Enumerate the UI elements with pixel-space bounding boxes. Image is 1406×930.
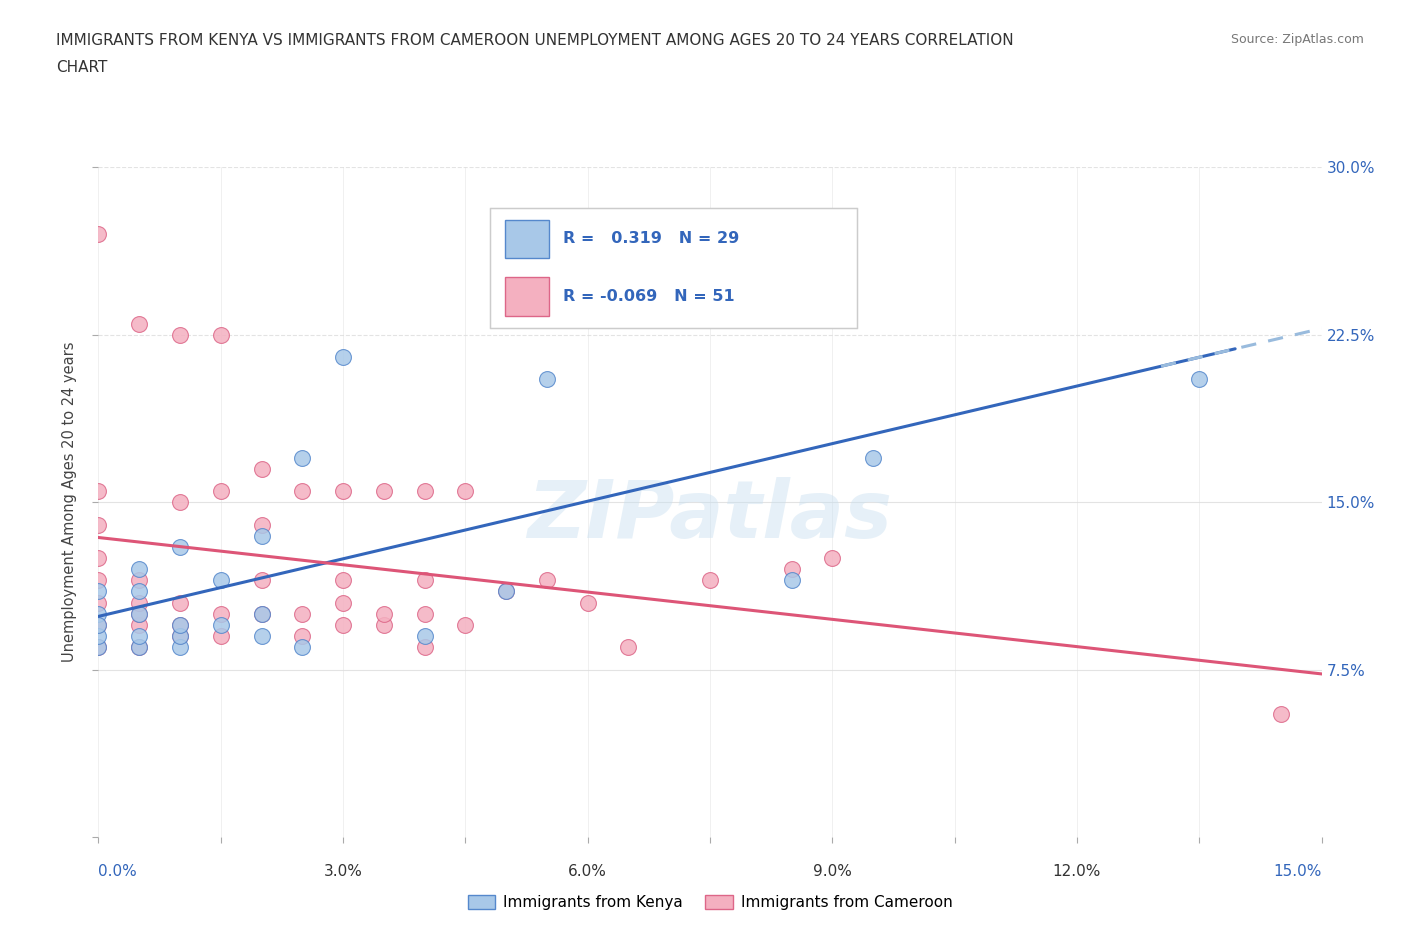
Point: [413, 629, 436, 644]
Point: [87, 484, 110, 498]
Point: [291, 640, 314, 655]
Text: 9.0%: 9.0%: [813, 864, 852, 879]
Point: [332, 595, 354, 610]
Point: [821, 551, 844, 565]
Point: [250, 606, 273, 621]
Point: [332, 618, 354, 632]
Point: [128, 595, 150, 610]
Point: [536, 372, 558, 387]
Point: [332, 484, 354, 498]
Point: [169, 539, 191, 554]
Point: [617, 305, 640, 320]
Point: [250, 461, 273, 476]
Point: [373, 618, 395, 632]
Point: [536, 573, 558, 588]
Point: [209, 327, 232, 342]
Point: [862, 450, 884, 465]
Point: [209, 629, 232, 644]
Point: [250, 528, 273, 543]
Point: [291, 606, 314, 621]
Point: [128, 562, 150, 577]
Point: [454, 618, 477, 632]
Point: [373, 606, 395, 621]
Point: [373, 484, 395, 498]
Point: [1270, 707, 1292, 722]
Point: [291, 450, 314, 465]
Point: [209, 606, 232, 621]
Point: [87, 227, 110, 242]
Point: [87, 584, 110, 599]
Text: 6.0%: 6.0%: [568, 864, 607, 879]
Point: [87, 640, 110, 655]
Point: [617, 640, 640, 655]
Text: ZIPatlas: ZIPatlas: [527, 476, 893, 554]
Point: [495, 584, 517, 599]
Y-axis label: Unemployment Among Ages 20 to 24 years: Unemployment Among Ages 20 to 24 years: [62, 342, 77, 662]
Point: [209, 484, 232, 498]
Point: [87, 629, 110, 644]
Point: [413, 484, 436, 498]
Point: [128, 316, 150, 331]
Point: [128, 629, 150, 644]
Point: [413, 640, 436, 655]
Point: [454, 484, 477, 498]
Point: [128, 573, 150, 588]
Text: 12.0%: 12.0%: [1053, 864, 1101, 879]
Point: [576, 595, 599, 610]
Point: [87, 595, 110, 610]
Text: Source: ZipAtlas.com: Source: ZipAtlas.com: [1230, 33, 1364, 46]
Point: [332, 350, 354, 365]
Text: 15.0%: 15.0%: [1274, 864, 1322, 879]
Point: [87, 618, 110, 632]
Point: [169, 495, 191, 510]
Point: [87, 517, 110, 532]
Point: [780, 573, 803, 588]
Point: [128, 584, 150, 599]
Point: [128, 606, 150, 621]
Point: [128, 606, 150, 621]
Point: [128, 618, 150, 632]
Point: [87, 573, 110, 588]
Point: [87, 606, 110, 621]
Point: [291, 629, 314, 644]
Point: [169, 640, 191, 655]
Point: [250, 606, 273, 621]
Point: [413, 573, 436, 588]
Point: [169, 629, 191, 644]
Point: [169, 327, 191, 342]
Point: [291, 484, 314, 498]
Point: [128, 640, 150, 655]
Point: [250, 517, 273, 532]
Point: [169, 618, 191, 632]
Text: CHART: CHART: [56, 60, 108, 75]
Point: [699, 573, 721, 588]
Point: [250, 629, 273, 644]
Point: [209, 618, 232, 632]
Text: IMMIGRANTS FROM KENYA VS IMMIGRANTS FROM CAMEROON UNEMPLOYMENT AMONG AGES 20 TO : IMMIGRANTS FROM KENYA VS IMMIGRANTS FROM…: [56, 33, 1014, 47]
Point: [780, 562, 803, 577]
Legend: Immigrants from Kenya, Immigrants from Cameroon: Immigrants from Kenya, Immigrants from C…: [461, 889, 959, 916]
Point: [332, 573, 354, 588]
Point: [209, 573, 232, 588]
Point: [495, 584, 517, 599]
Point: [1188, 372, 1211, 387]
Point: [87, 640, 110, 655]
Point: [413, 606, 436, 621]
Point: [169, 595, 191, 610]
Text: 0.0%: 0.0%: [98, 864, 138, 879]
Point: [87, 551, 110, 565]
Point: [169, 618, 191, 632]
Point: [169, 629, 191, 644]
Point: [128, 640, 150, 655]
Point: [87, 618, 110, 632]
Point: [250, 573, 273, 588]
Text: 3.0%: 3.0%: [323, 864, 363, 879]
